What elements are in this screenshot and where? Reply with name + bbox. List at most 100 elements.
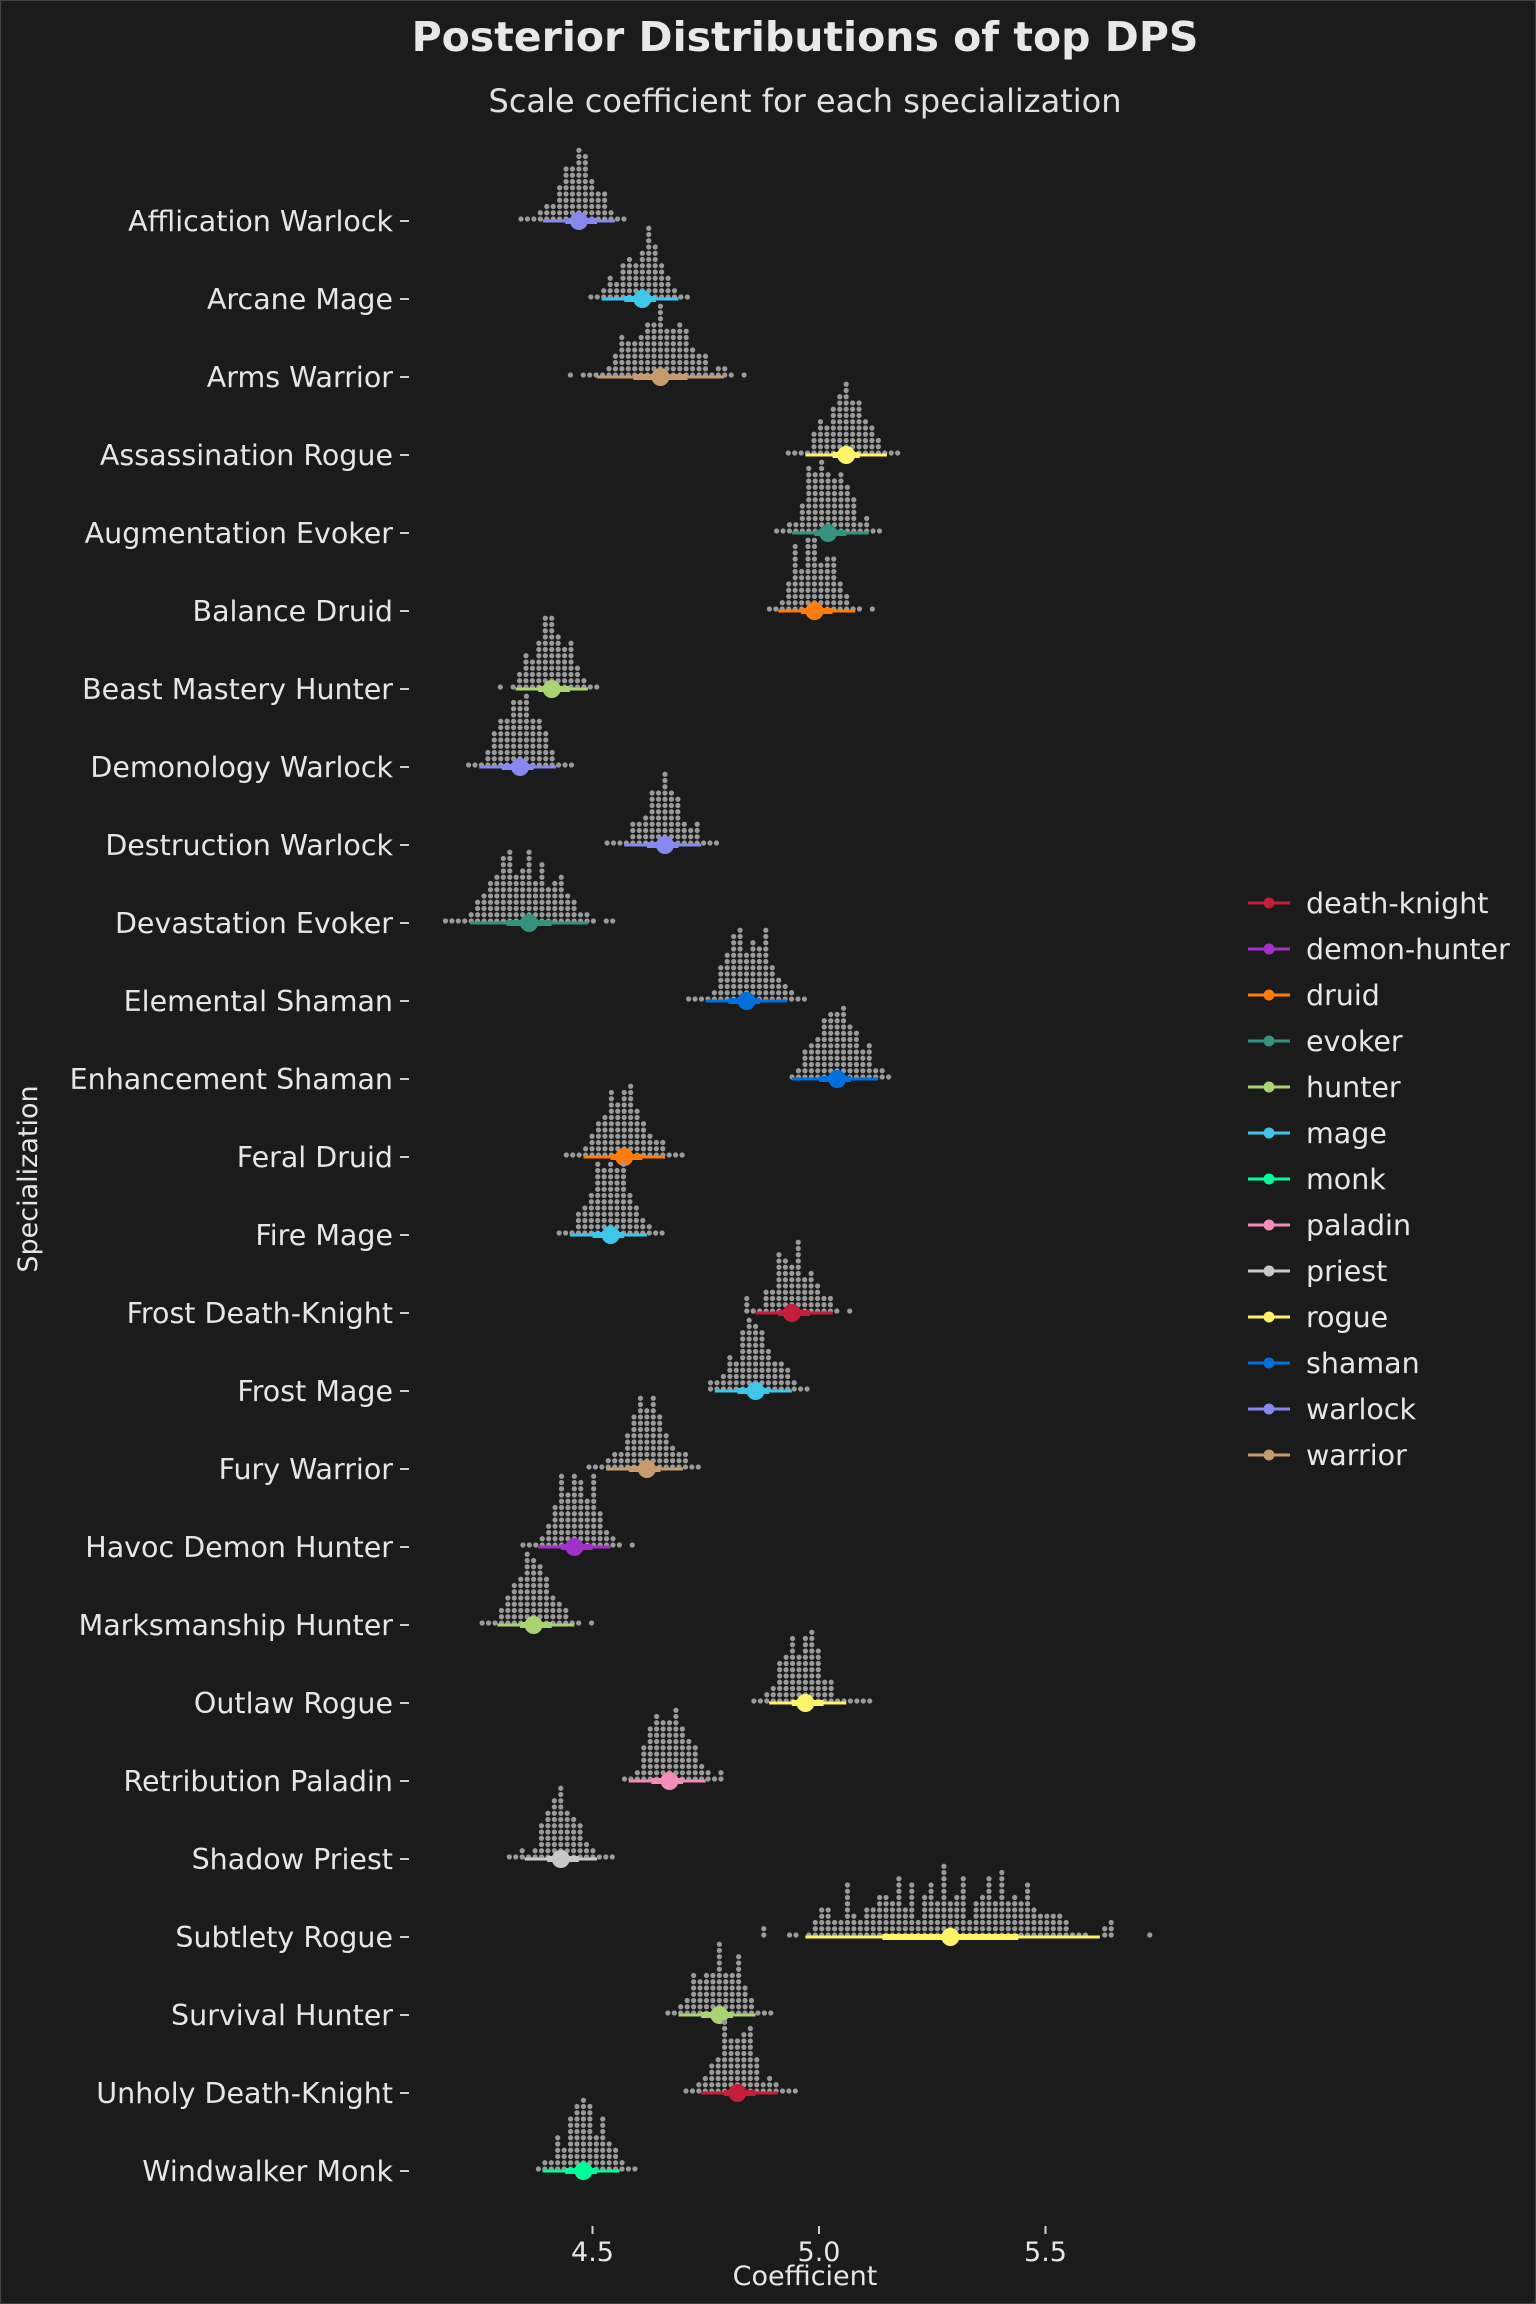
posterior-dot — [601, 1205, 607, 1211]
posterior-dot — [681, 827, 687, 834]
posterior-dot — [786, 2088, 792, 2094]
posterior-dot — [883, 1926, 889, 1932]
posterior-dot — [850, 406, 856, 412]
posterior-dot — [602, 1133, 608, 1139]
posterior-dot — [601, 288, 607, 294]
posterior-dot — [802, 1283, 808, 1289]
posterior-dot — [827, 1295, 834, 1302]
posterior-dot — [608, 1199, 614, 1205]
posterior-dot — [530, 743, 536, 749]
posterior-dot — [625, 347, 631, 353]
posterior-dot — [603, 918, 609, 924]
posterior-dot — [792, 543, 798, 550]
posterior-dot — [574, 2135, 580, 2141]
legend-key-point — [1263, 1081, 1275, 1093]
posterior-dot — [634, 1108, 640, 1114]
posterior-dot — [889, 1901, 896, 1907]
posterior-dot — [644, 366, 651, 372]
posterior-dot — [860, 1049, 866, 1055]
posterior-dot — [653, 1146, 659, 1152]
posterior-dot — [652, 263, 658, 269]
posterior-dot — [610, 1536, 616, 1542]
posterior-dot — [580, 2110, 587, 2116]
posterior-dot — [638, 334, 644, 341]
posterior-dot — [777, 1667, 783, 1673]
y-tick-label: Subtlety Rogue — [175, 1921, 393, 1954]
posterior-dot — [747, 2069, 753, 2075]
posterior-dot — [786, 522, 793, 528]
posterior-dots — [766, 537, 875, 612]
posterior-dot — [500, 868, 506, 874]
posterior-dot — [922, 1926, 928, 1932]
posterior-dot — [640, 1217, 646, 1224]
posterior-dot — [531, 1595, 537, 1601]
posterior-dot — [620, 1199, 627, 1205]
spec-row: Arcane Mage — [207, 225, 690, 316]
posterior-dot — [539, 862, 545, 868]
posterior-dot — [574, 2103, 580, 2110]
posterior-dot — [703, 1985, 710, 1991]
posterior-dot — [840, 1043, 847, 1049]
posterior-dot — [844, 1888, 851, 1894]
posterior-dot — [777, 1692, 783, 1698]
posterior-dot — [789, 1295, 795, 1302]
posterior-dot — [801, 996, 808, 1002]
posterior-dot — [740, 1367, 746, 1373]
median-point — [569, 212, 588, 230]
posterior-dot — [657, 1458, 663, 1464]
posterior-dot — [909, 1894, 915, 1901]
posterior-dot — [673, 1738, 679, 1745]
posterior-dot — [772, 1380, 778, 1386]
posterior-dot — [750, 952, 756, 958]
posterior-dot — [837, 419, 843, 425]
legend-label: warlock — [1306, 1393, 1417, 1426]
posterior-dot — [838, 472, 844, 478]
posterior-dot — [716, 1979, 722, 1985]
posterior-dot — [506, 1854, 512, 1860]
posterior-dot — [780, 528, 786, 534]
posterior-dot — [866, 1055, 872, 1061]
posterior-dot — [494, 905, 500, 912]
posterior-dot — [588, 1620, 595, 1626]
posterior-dot — [721, 2025, 728, 2032]
legend-label: rogue — [1306, 1301, 1388, 1334]
posterior-dot — [793, 522, 799, 528]
posterior-dot — [785, 1373, 791, 1380]
posterior-dot — [487, 912, 494, 918]
posterior-dot — [1050, 1913, 1056, 1919]
posterior-dot — [646, 231, 652, 238]
posterior-dot — [615, 1114, 621, 1121]
posterior-dot — [619, 366, 625, 372]
posterior-dot — [545, 1848, 551, 1854]
posterior-dot — [824, 444, 830, 450]
posterior-dot — [614, 216, 621, 222]
posterior-dot — [568, 671, 574, 678]
posterior-dot — [498, 756, 504, 762]
posterior-dot — [653, 1139, 659, 1146]
posterior-dot — [659, 269, 665, 275]
posterior-dot — [666, 1726, 673, 1732]
posterior-dot — [696, 2088, 702, 2094]
posterior-dot — [537, 1582, 543, 1589]
posterior-dot — [577, 1823, 583, 1829]
posterior-dot — [655, 815, 662, 821]
posterior-dot — [523, 743, 530, 749]
posterior-dot — [742, 1985, 748, 1991]
posterior-dot — [928, 1888, 934, 1894]
posterior-dot — [782, 1283, 788, 1289]
posterior-dot — [494, 899, 500, 905]
posterior-dot — [1102, 1926, 1108, 1932]
posterior-dot — [896, 1913, 902, 1919]
posterior-dot — [769, 990, 775, 996]
posterior-dot — [746, 1317, 752, 1323]
posterior-dot — [754, 2057, 760, 2063]
posterior-dot — [853, 1055, 860, 1061]
posterior-dot — [549, 621, 555, 628]
posterior-dot — [718, 965, 724, 971]
posterior-dot — [647, 1757, 653, 1763]
posterior-dot — [491, 756, 497, 762]
posterior-dot — [844, 503, 850, 509]
posterior-dot — [624, 1433, 631, 1439]
posterior-dot — [843, 381, 849, 387]
posterior-dot — [507, 862, 513, 868]
